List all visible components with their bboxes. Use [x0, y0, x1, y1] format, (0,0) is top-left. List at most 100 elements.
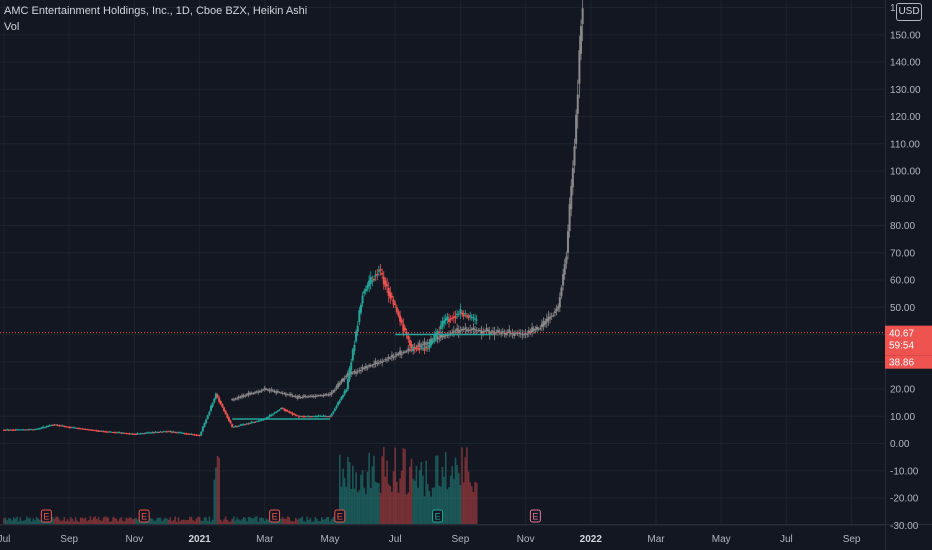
- y-axis-tick-label: 90.00: [890, 194, 915, 205]
- earnings-marker[interactable]: [529, 509, 541, 523]
- volume-bar: [280, 518, 282, 524]
- candle-body: [521, 334, 524, 336]
- candle-body: [182, 433, 185, 435]
- secondary-price-value: 38.86: [889, 358, 914, 369]
- current-price-label[interactable]: [885, 325, 932, 356]
- candle-body: [201, 426, 204, 432]
- candle-body: [166, 431, 168, 433]
- candle-body: [108, 431, 111, 433]
- volume-bar: [192, 519, 194, 524]
- candle-body: [198, 435, 201, 437]
- volume-bar: [213, 479, 216, 524]
- candle-body: [379, 361, 382, 363]
- candle-body: [377, 270, 380, 272]
- candle-body: [340, 380, 343, 384]
- earnings-marker[interactable]: [40, 509, 52, 523]
- currency-button[interactable]: USD: [896, 3, 922, 21]
- volume-bar: [122, 520, 124, 524]
- candle-body: [205, 419, 208, 424]
- candle-body: [575, 114, 578, 144]
- volume-bar: [436, 455, 439, 524]
- candle-body: [390, 295, 393, 298]
- volume-bar: [55, 516, 57, 524]
- candle-body: [306, 396, 309, 398]
- volume-bar: [65, 520, 67, 524]
- candle-body: [394, 355, 397, 357]
- candle-body: [358, 370, 361, 372]
- candle-body: [291, 395, 294, 397]
- earnings-marker[interactable]: [432, 509, 444, 523]
- candle-body: [322, 395, 325, 397]
- candle-body: [485, 328, 488, 332]
- candle-body: [141, 433, 144, 435]
- candle-body: [237, 425, 240, 427]
- candle-body: [284, 409, 287, 412]
- candle-body: [252, 422, 255, 424]
- candle-body: [513, 333, 516, 336]
- candle-body: [389, 358, 392, 360]
- candle-body: [373, 363, 376, 365]
- candle-body: [320, 416, 323, 418]
- candle-body: [312, 416, 315, 418]
- x-axis-tick-label: Sep: [452, 534, 470, 545]
- candle-body: [275, 411, 278, 413]
- volume-bar: [131, 519, 134, 524]
- candle-body: [355, 331, 358, 342]
- candle-body: [231, 399, 234, 401]
- candle-body: [565, 256, 568, 264]
- candle-body: [255, 391, 258, 393]
- candle-body: [394, 303, 397, 306]
- volume-bar: [228, 521, 230, 524]
- candle-body: [568, 204, 571, 231]
- volume-bar: [118, 518, 121, 524]
- volume-bar: [76, 520, 79, 524]
- candle-body: [267, 389, 270, 391]
- candle-body: [152, 432, 155, 434]
- volume-bar: [397, 492, 400, 524]
- candle-body: [545, 318, 548, 323]
- volume-bar: [70, 517, 72, 524]
- candle-body: [400, 353, 403, 356]
- volume-bar: [58, 519, 61, 524]
- candle-body: [161, 431, 164, 433]
- volume-bar: [265, 518, 268, 524]
- volume-bar: [61, 520, 64, 524]
- volume-bar: [180, 519, 183, 524]
- volume-indicator-label[interactable]: Vol: [4, 21, 20, 33]
- earnings-marker[interactable]: [138, 509, 150, 523]
- candle-body: [395, 307, 398, 312]
- candle-body: [286, 394, 289, 396]
- volume-bar: [198, 517, 201, 524]
- volume-bar: [285, 518, 287, 524]
- volume-bar: [136, 519, 139, 524]
- volume-bar: [179, 521, 181, 524]
- candle-body: [342, 395, 345, 398]
- candle-body: [462, 313, 465, 317]
- candle-body: [461, 329, 464, 331]
- earnings-marker[interactable]: [334, 509, 346, 523]
- volume-bar: [264, 520, 266, 524]
- candle-body: [265, 389, 268, 390]
- candle-body: [82, 428, 85, 430]
- candle-body: [373, 278, 376, 280]
- candle-body: [196, 434, 199, 436]
- candle-body: [325, 416, 328, 418]
- candle-body: [33, 429, 36, 431]
- volume-bar: [467, 471, 470, 524]
- candle-body: [69, 427, 72, 429]
- candle-body: [355, 372, 358, 374]
- volume-bar: [68, 521, 70, 524]
- earnings-marker[interactable]: [269, 509, 281, 523]
- volume-bar: [296, 519, 299, 524]
- volume-bar: [386, 460, 388, 524]
- volume-bar: [237, 519, 240, 524]
- candle-body: [195, 434, 198, 436]
- candle-body: [293, 395, 296, 397]
- candle-body: [121, 432, 124, 434]
- volume-bar: [99, 520, 101, 524]
- candle-body: [288, 394, 291, 396]
- volume-bar: [16, 516, 18, 524]
- x-axis-tick-label: May: [712, 534, 731, 545]
- volume-bar: [105, 516, 108, 524]
